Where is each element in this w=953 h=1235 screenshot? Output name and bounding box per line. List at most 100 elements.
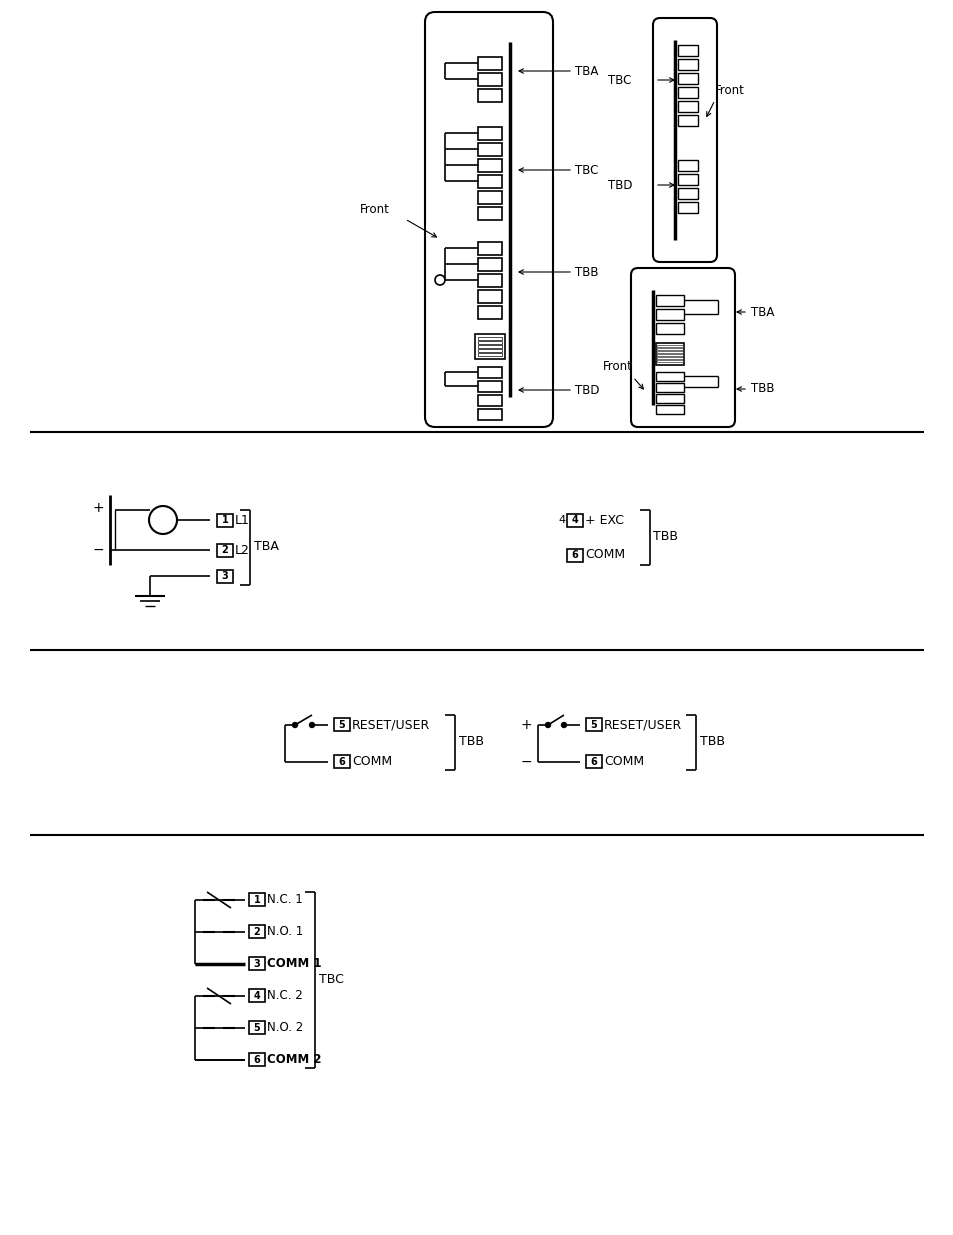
Bar xyxy=(477,89,501,103)
Text: 1: 1 xyxy=(253,895,260,905)
Text: TBA: TBA xyxy=(575,64,598,78)
Bar xyxy=(656,372,683,382)
Bar xyxy=(249,893,265,906)
Bar xyxy=(656,343,683,366)
Bar xyxy=(216,569,233,583)
Circle shape xyxy=(545,722,550,727)
Bar xyxy=(656,405,683,414)
Text: 5: 5 xyxy=(253,1023,260,1032)
Bar xyxy=(334,756,350,768)
Text: N.C. 1: N.C. 1 xyxy=(267,893,302,906)
Text: L1: L1 xyxy=(234,514,250,526)
Text: −: − xyxy=(92,543,104,557)
Text: 4: 4 xyxy=(571,515,578,525)
Bar xyxy=(477,409,501,420)
Bar xyxy=(566,548,582,562)
Text: L2: L2 xyxy=(234,543,250,557)
Bar xyxy=(216,543,233,557)
Text: +: + xyxy=(519,718,531,732)
Text: TBA: TBA xyxy=(253,541,278,553)
Text: Front: Front xyxy=(602,361,632,373)
Bar xyxy=(477,73,501,86)
Bar xyxy=(678,44,698,56)
Bar xyxy=(585,719,601,731)
Bar xyxy=(656,309,683,320)
Bar xyxy=(585,756,601,768)
Bar xyxy=(477,258,501,270)
Bar xyxy=(678,115,698,126)
Text: 6: 6 xyxy=(338,757,345,767)
Bar xyxy=(678,188,698,199)
Bar xyxy=(475,333,504,359)
Bar xyxy=(477,345,501,348)
Bar xyxy=(249,925,265,939)
Bar xyxy=(656,383,683,391)
Bar xyxy=(657,351,682,353)
Text: N.O. 2: N.O. 2 xyxy=(267,1021,303,1035)
Text: TBB: TBB xyxy=(700,736,724,748)
Text: TBB: TBB xyxy=(458,736,483,748)
Bar xyxy=(249,1021,265,1035)
Bar xyxy=(477,341,501,345)
Bar xyxy=(657,348,682,350)
Bar xyxy=(477,290,501,303)
Bar xyxy=(657,359,682,362)
FancyBboxPatch shape xyxy=(652,19,717,262)
Text: TBC: TBC xyxy=(607,74,631,86)
Bar xyxy=(477,337,501,340)
Bar xyxy=(477,175,501,188)
Text: TBC: TBC xyxy=(318,973,343,987)
Circle shape xyxy=(561,722,566,727)
Circle shape xyxy=(293,722,297,727)
Bar xyxy=(477,353,501,356)
Text: 5: 5 xyxy=(338,720,345,730)
Text: 6: 6 xyxy=(590,757,597,767)
Text: TBC: TBC xyxy=(575,163,598,177)
Text: 6: 6 xyxy=(253,1055,260,1065)
Bar xyxy=(477,207,501,220)
Bar xyxy=(657,354,682,356)
Bar xyxy=(678,174,698,185)
Bar xyxy=(477,350,501,352)
Text: TBD: TBD xyxy=(607,179,632,191)
Bar xyxy=(477,395,501,406)
Bar xyxy=(656,394,683,403)
Text: RESET/USER: RESET/USER xyxy=(603,719,681,731)
Text: Front: Front xyxy=(714,84,744,96)
Circle shape xyxy=(309,722,314,727)
Bar xyxy=(249,957,265,971)
Bar xyxy=(477,367,501,378)
Bar xyxy=(477,274,501,287)
Text: 3: 3 xyxy=(221,571,228,580)
Text: Front: Front xyxy=(359,203,390,215)
Text: TBB: TBB xyxy=(750,383,774,395)
Bar xyxy=(249,1053,265,1067)
Text: N.C. 2: N.C. 2 xyxy=(267,989,302,1003)
Bar xyxy=(657,357,682,359)
Bar xyxy=(477,159,501,172)
Bar xyxy=(566,514,582,526)
Text: TBA: TBA xyxy=(750,305,774,319)
Text: TBD: TBD xyxy=(575,384,598,396)
Bar xyxy=(657,345,682,347)
Bar xyxy=(678,203,698,212)
Text: 1: 1 xyxy=(221,515,228,525)
Bar xyxy=(477,306,501,319)
Text: 2: 2 xyxy=(221,545,228,555)
Text: 5: 5 xyxy=(590,720,597,730)
FancyBboxPatch shape xyxy=(424,12,553,427)
Text: + EXC: + EXC xyxy=(584,514,623,526)
Bar xyxy=(656,295,683,306)
Text: COMM: COMM xyxy=(352,756,392,768)
FancyBboxPatch shape xyxy=(630,268,734,427)
Bar xyxy=(678,101,698,112)
Text: COMM: COMM xyxy=(603,756,643,768)
Bar xyxy=(477,191,501,204)
Bar xyxy=(477,382,501,391)
Text: 3: 3 xyxy=(253,960,260,969)
Bar xyxy=(216,514,233,526)
Bar xyxy=(477,57,501,70)
Text: +: + xyxy=(92,501,104,515)
Bar xyxy=(678,86,698,98)
Bar xyxy=(249,989,265,1003)
